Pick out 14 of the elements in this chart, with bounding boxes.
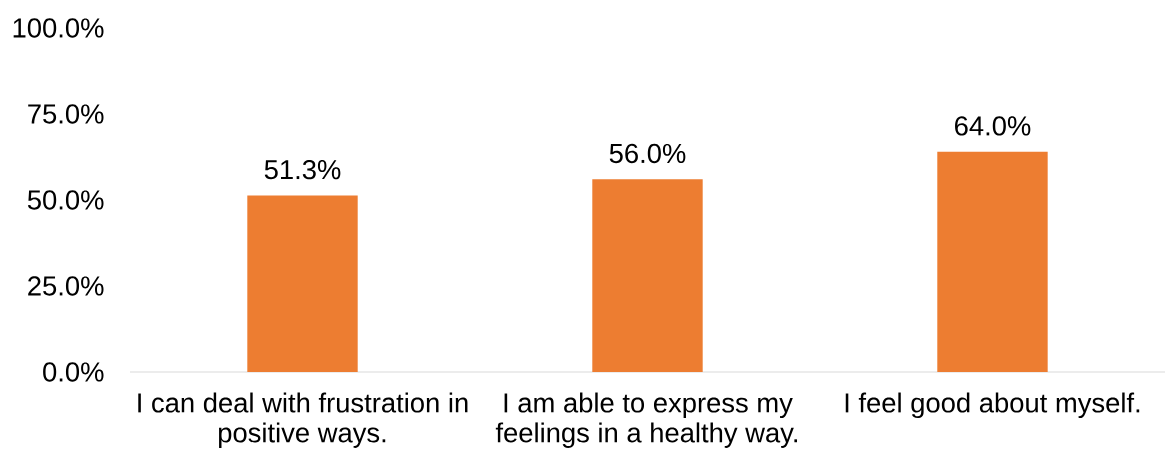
y-tick-label: 50.0% [27, 190, 104, 210]
y-tick-label: 0.0% [43, 362, 104, 382]
x-tick-label: I can deal with frustration in positive ways. [138, 392, 468, 448]
bar [247, 195, 358, 372]
y-tick-label: 75.0% [28, 104, 104, 124]
y-tick-label: 25.0% [28, 276, 104, 296]
data-label: 51.3% [264, 159, 341, 180]
y-tick-label: 100.0% [13, 18, 104, 38]
bar [937, 151, 1048, 372]
x-tick-label: I feel good about myself. [845, 392, 1140, 419]
data-label: 56.0% [609, 143, 686, 164]
bar [592, 179, 703, 372]
x-tick-label: I am able to express my feelings in a healthy way. [495, 392, 797, 448]
data-label: 64.0% [955, 116, 1031, 136]
